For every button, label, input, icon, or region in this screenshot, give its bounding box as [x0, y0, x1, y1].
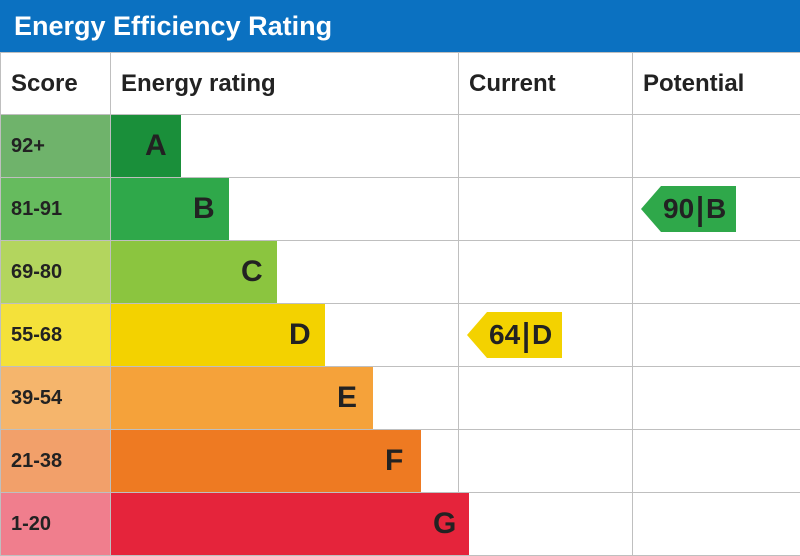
rating-letter: B	[193, 192, 215, 226]
rating-tag: 90| B	[641, 186, 736, 232]
potential-cell	[633, 367, 800, 430]
rating-bar-g	[111, 493, 469, 555]
current-cell	[459, 241, 633, 304]
score-cell: 92+	[1, 115, 111, 178]
rating-letter: E	[337, 381, 357, 415]
rating-cell: C	[111, 241, 459, 304]
rating-cell: A	[111, 115, 459, 178]
score-cell: 81-91	[1, 178, 111, 241]
rating-bar-e	[111, 367, 373, 429]
chart-grid: Score Energy rating Current Potential 92…	[0, 52, 800, 556]
tag-separator: |	[694, 190, 706, 228]
header-score: Score	[1, 53, 111, 115]
rating-letter: D	[289, 318, 311, 352]
score-cell: 1-20	[1, 493, 111, 556]
header-current: Current	[459, 53, 633, 115]
rating-letter: G	[433, 507, 456, 541]
potential-cell	[633, 430, 800, 493]
tag-value: 64	[489, 319, 520, 351]
current-cell	[459, 115, 633, 178]
score-cell: 21-38	[1, 430, 111, 493]
potential-cell	[633, 304, 800, 367]
score-cell: 39-54	[1, 367, 111, 430]
tag-value: 90	[663, 193, 694, 225]
potential-cell	[633, 241, 800, 304]
rating-bar-f	[111, 430, 421, 492]
rating-cell: D	[111, 304, 459, 367]
tag-letter: D	[532, 319, 552, 351]
potential-cell	[633, 115, 800, 178]
score-cell: 69-80	[1, 241, 111, 304]
rating-cell: G	[111, 493, 459, 556]
tag-separator: |	[520, 316, 532, 354]
score-cell: 55-68	[1, 304, 111, 367]
current-cell	[459, 493, 633, 556]
rating-tag: 64| D	[467, 312, 562, 358]
rating-letter: F	[385, 444, 403, 478]
rating-letter: C	[241, 255, 263, 289]
current-cell: 64| D	[459, 304, 633, 367]
tag-letter: B	[706, 193, 726, 225]
rating-cell: B	[111, 178, 459, 241]
current-cell	[459, 430, 633, 493]
header-potential: Potential	[633, 53, 800, 115]
rating-cell: E	[111, 367, 459, 430]
epc-chart: Energy Efficiency Rating Score Energy ra…	[0, 0, 800, 556]
header-rating: Energy rating	[111, 53, 459, 115]
rating-cell: F	[111, 430, 459, 493]
rating-letter: A	[145, 129, 167, 163]
potential-cell: 90| B	[633, 178, 800, 241]
current-cell	[459, 178, 633, 241]
current-cell	[459, 367, 633, 430]
potential-cell	[633, 493, 800, 556]
chart-title: Energy Efficiency Rating	[0, 0, 800, 52]
